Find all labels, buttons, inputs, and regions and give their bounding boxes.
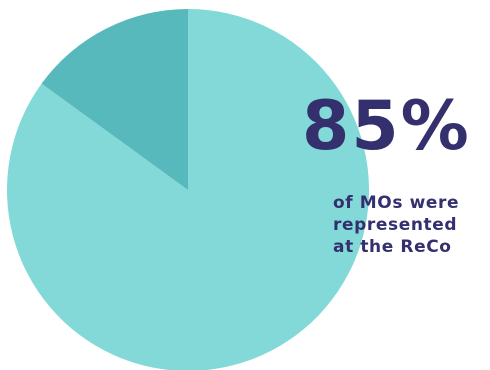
caption-line-3: at the ReCo (333, 237, 452, 257)
caption-line-2: represented (333, 215, 458, 235)
percent-label: 85% (302, 87, 471, 166)
pie-slice-2 (41, 8, 188, 190)
caption: of MOs were represented at the ReCo (333, 192, 490, 258)
pie-slice-1 (7, 9, 369, 370)
pie-slices (7, 8, 369, 370)
caption-line-1: of MOs were (333, 193, 460, 213)
